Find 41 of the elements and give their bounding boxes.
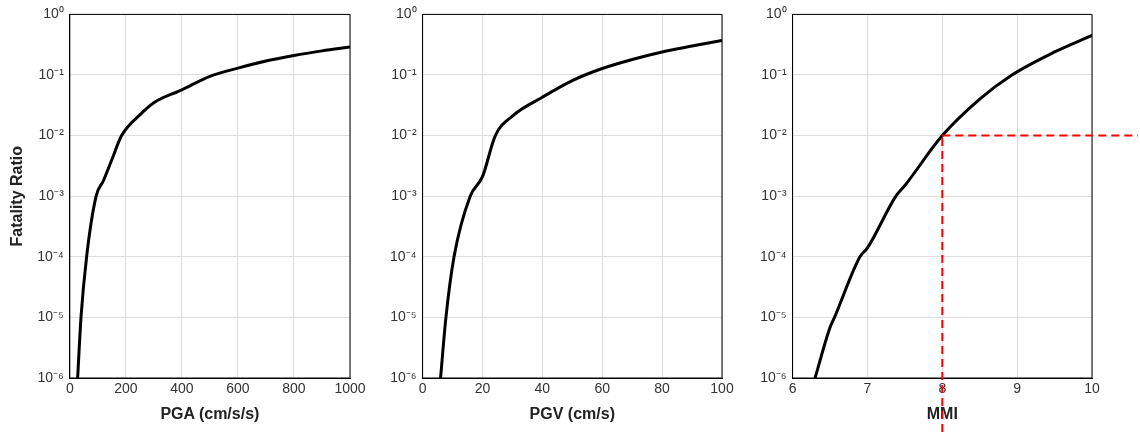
x-tick-label: 0 [65,380,74,397]
x-tick-label: 1000 [334,380,366,397]
y-tick-label: 10⁻⁶ [760,368,787,385]
y-tick-label: 10⁻¹ [391,65,417,82]
y-tick-label: 10⁻⁵ [760,308,787,325]
x-tick-label: 60 [594,380,611,397]
y-tick-label: 10⁻¹ [761,65,787,82]
y-tick-label: 10⁻² [38,126,65,143]
x-tick-label: 80 [654,380,671,397]
y-tick-label: 10⁻⁴ [389,247,417,264]
x-tick-label: 6 [788,380,797,397]
x-tick-label: 200 [114,380,138,397]
y-tick-label: 10⁰ [43,5,64,22]
y-tick-label: 10⁻³ [38,187,65,204]
x-tick-label: 10 [1084,380,1100,397]
y-tick-label: 10⁻⁵ [37,308,64,325]
y-tick-label: 10⁻³ [391,187,417,204]
x-tick-label: 100 [710,380,734,397]
y-tick-label: 10⁻⁴ [759,247,787,264]
y-tick-label: 10⁻² [391,126,417,143]
y-tick-label: 10⁻⁵ [390,308,417,325]
y-tick-label: 10⁻³ [761,187,787,204]
x-tick-label: 7 [863,380,872,397]
y-tick-label: 10⁻¹ [38,65,65,82]
x-axis-title: PGV (cm/s) [529,404,615,422]
y-tick-label: 10⁰ [766,5,787,22]
x-axis-title: MMI [926,404,958,422]
x-tick-label: 0 [418,380,427,397]
x-tick-label: 400 [170,380,194,397]
y-axis-title: Fatality Ratio [8,145,26,247]
x-tick-label: 9 [1013,380,1022,397]
x-tick-label: 800 [282,380,306,397]
y-tick-label: 10⁻² [761,126,787,143]
x-tick-label: 20 [474,380,491,397]
y-tick-label: 10⁰ [396,5,417,22]
y-tick-label: 10⁻⁴ [37,247,64,264]
y-tick-label: 10⁻⁶ [390,368,417,385]
x-axis-title: PGA (cm/s/s) [160,404,260,422]
y-tick-label: 10⁻⁶ [37,368,64,385]
x-tick-label: 600 [226,380,250,397]
x-tick-label: 40 [534,380,551,397]
